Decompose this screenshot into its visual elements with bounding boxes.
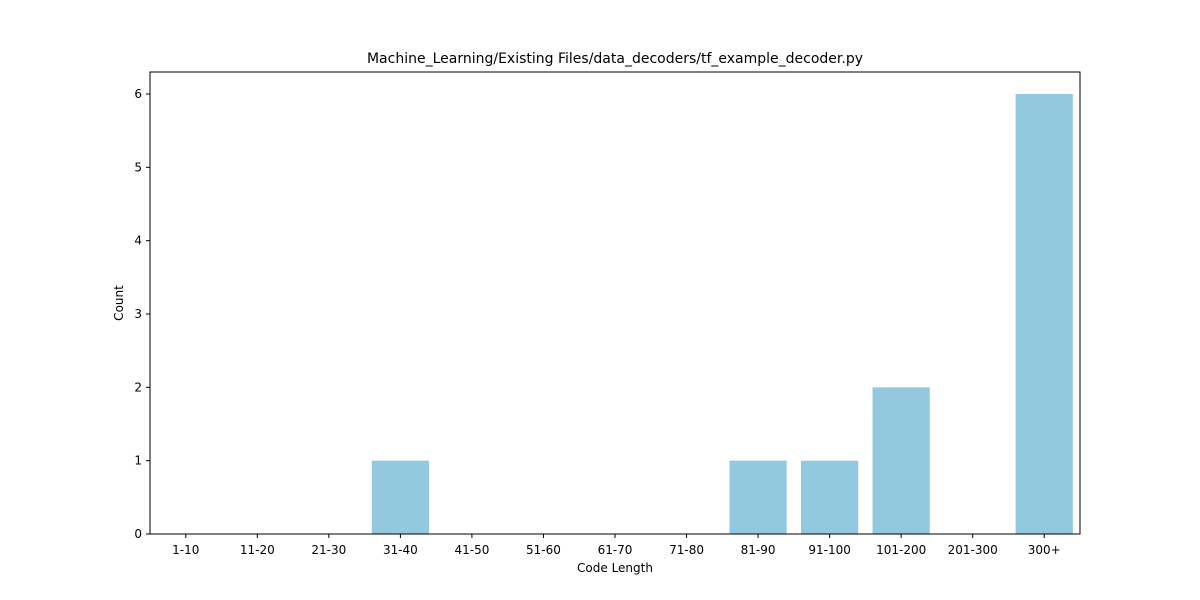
bars-group bbox=[371, 94, 1073, 534]
y-tick-label: 3 bbox=[134, 307, 142, 321]
bar-101-200 bbox=[872, 387, 930, 534]
x-tick-label: 31-40 bbox=[383, 543, 418, 557]
x-tick-label: 61-70 bbox=[598, 543, 633, 557]
x-tick-label: 51-60 bbox=[526, 543, 561, 557]
x-tick-label: 11-20 bbox=[240, 543, 275, 557]
x-tick-label: 101-200 bbox=[876, 543, 926, 557]
y-axis-label: Count bbox=[112, 285, 126, 321]
y-axis-ticks: 0 1 2 3 4 5 6 bbox=[134, 87, 150, 541]
y-tick-label: 0 bbox=[134, 527, 142, 541]
y-tick-label: 1 bbox=[134, 454, 142, 468]
x-tick-label: 300+ bbox=[1028, 543, 1061, 557]
y-tick-label: 6 bbox=[134, 87, 142, 101]
bar-31-40 bbox=[371, 460, 429, 534]
bar-91-100 bbox=[801, 460, 859, 534]
chart-title: Machine_Learning/Existing Files/data_dec… bbox=[367, 51, 863, 67]
x-tick-label: 1-10 bbox=[172, 543, 199, 557]
plot-frame bbox=[149, 71, 1081, 535]
y-tick-label: 2 bbox=[134, 380, 142, 394]
x-tick-label: 71-80 bbox=[669, 543, 704, 557]
x-axis-ticks: 1-10 11-20 21-30 31-40 41-50 51-60 61-70 71-80 8… bbox=[172, 534, 1061, 557]
y-tick-label: 4 bbox=[134, 234, 142, 248]
y-tick-label: 5 bbox=[134, 160, 142, 174]
x-tick-label: 201-300 bbox=[948, 543, 998, 557]
x-tick-label: 81-90 bbox=[741, 543, 776, 557]
x-tick-label: 21-30 bbox=[311, 543, 346, 557]
bar-300+ bbox=[1015, 94, 1073, 534]
x-axis-label: Code Length bbox=[577, 561, 653, 575]
x-tick-label: 91-100 bbox=[808, 543, 851, 557]
bar-81-90 bbox=[729, 460, 787, 534]
x-tick-label: 41-50 bbox=[454, 543, 489, 557]
